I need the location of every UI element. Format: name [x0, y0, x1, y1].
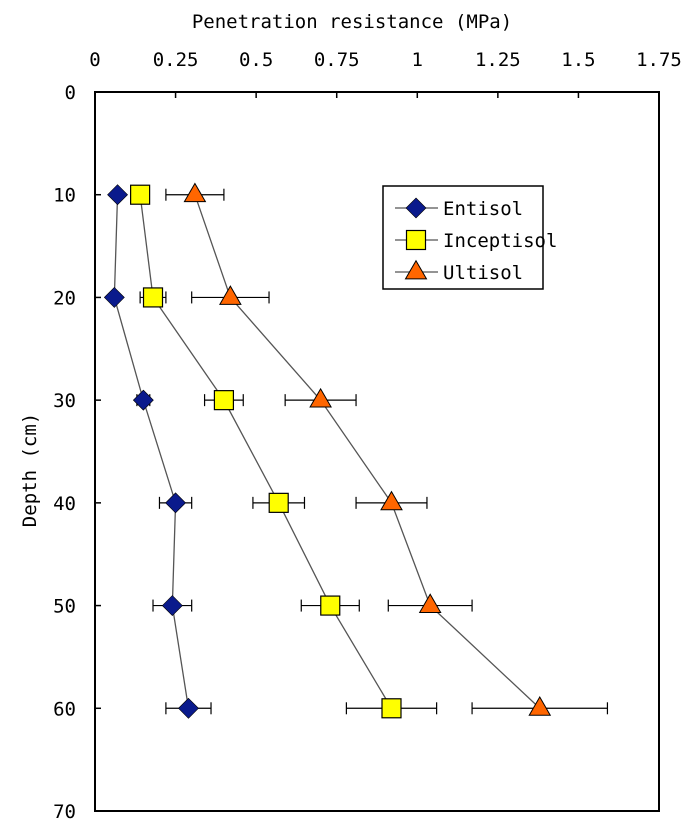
- series-ultisol: [165, 182, 609, 716]
- inceptisol-point: [320, 595, 341, 616]
- ultisol-point: [309, 387, 332, 408]
- entisol-point: [107, 184, 128, 206]
- y-tick-label: 40: [53, 493, 76, 515]
- x-axis-title: Penetration resistance (MPa): [192, 11, 512, 33]
- y-tick-label: 60: [53, 698, 76, 720]
- inceptisol-point: [213, 390, 235, 411]
- ultisol-line: [194, 194, 541, 709]
- y-tick-label: 10: [53, 185, 76, 207]
- y-axis-ticks: 0 10 20 30 40 50 60 70: [53, 82, 101, 820]
- inceptisol-point: [130, 184, 151, 205]
- x-tick-label: 1.75: [636, 49, 682, 71]
- y-tick-label: 30: [53, 390, 76, 412]
- plot-area-border: [94, 91, 660, 812]
- legend-marker-inceptisol: [405, 229, 427, 251]
- series-entisol: [103, 184, 212, 719]
- entisol-point: [103, 287, 125, 308]
- x-tick-label: 1: [412, 49, 423, 71]
- ultisol-point: [218, 285, 242, 305]
- ultisol-point: [380, 490, 403, 511]
- y-tick-label: 70: [53, 801, 76, 820]
- entisol-point: [165, 492, 186, 514]
- x-tick-label: 0.5: [239, 49, 273, 71]
- inceptisol-point: [142, 287, 164, 308]
- entisol-point: [161, 595, 183, 616]
- x-tick-label: 1.5: [561, 49, 595, 71]
- ultisol-point: [183, 182, 207, 203]
- y-axis-title: Depth (cm): [19, 413, 41, 527]
- y-tick-label: 20: [53, 287, 76, 309]
- inceptisol-point: [268, 492, 289, 513]
- series-layer: [103, 182, 609, 719]
- legend-marker-ultisol: [404, 259, 428, 280]
- entisol-point: [178, 697, 199, 719]
- inceptisol-line: [139, 194, 393, 709]
- x-axis-ticks: 0 0.25 0.5 0.75 1 1.25 1.5 1.75: [89, 49, 682, 98]
- legend: Entisol Inceptisol Ultisol: [382, 185, 557, 290]
- x-tick-label: 0.25: [153, 49, 199, 71]
- x-tick-label: 1.25: [475, 49, 521, 71]
- inceptisol-point: [381, 698, 402, 719]
- entisol-line: [113, 194, 190, 709]
- x-tick-label: 0: [89, 49, 100, 71]
- legend-label-inceptisol: Inceptisol: [443, 230, 557, 252]
- entisol-point: [132, 389, 154, 411]
- y-tick-label: 0: [65, 82, 76, 104]
- ultisol-point: [418, 593, 442, 613]
- x-tick-label: 0.75: [314, 49, 360, 71]
- ultisol-point: [528, 696, 552, 716]
- legend-label-entisol: Entisol: [443, 198, 523, 220]
- legend-marker-entisol: [405, 197, 427, 219]
- series-inceptisol: [130, 184, 438, 719]
- y-tick-label: 50: [53, 596, 76, 618]
- legend-label-ultisol: Ultisol: [443, 262, 523, 284]
